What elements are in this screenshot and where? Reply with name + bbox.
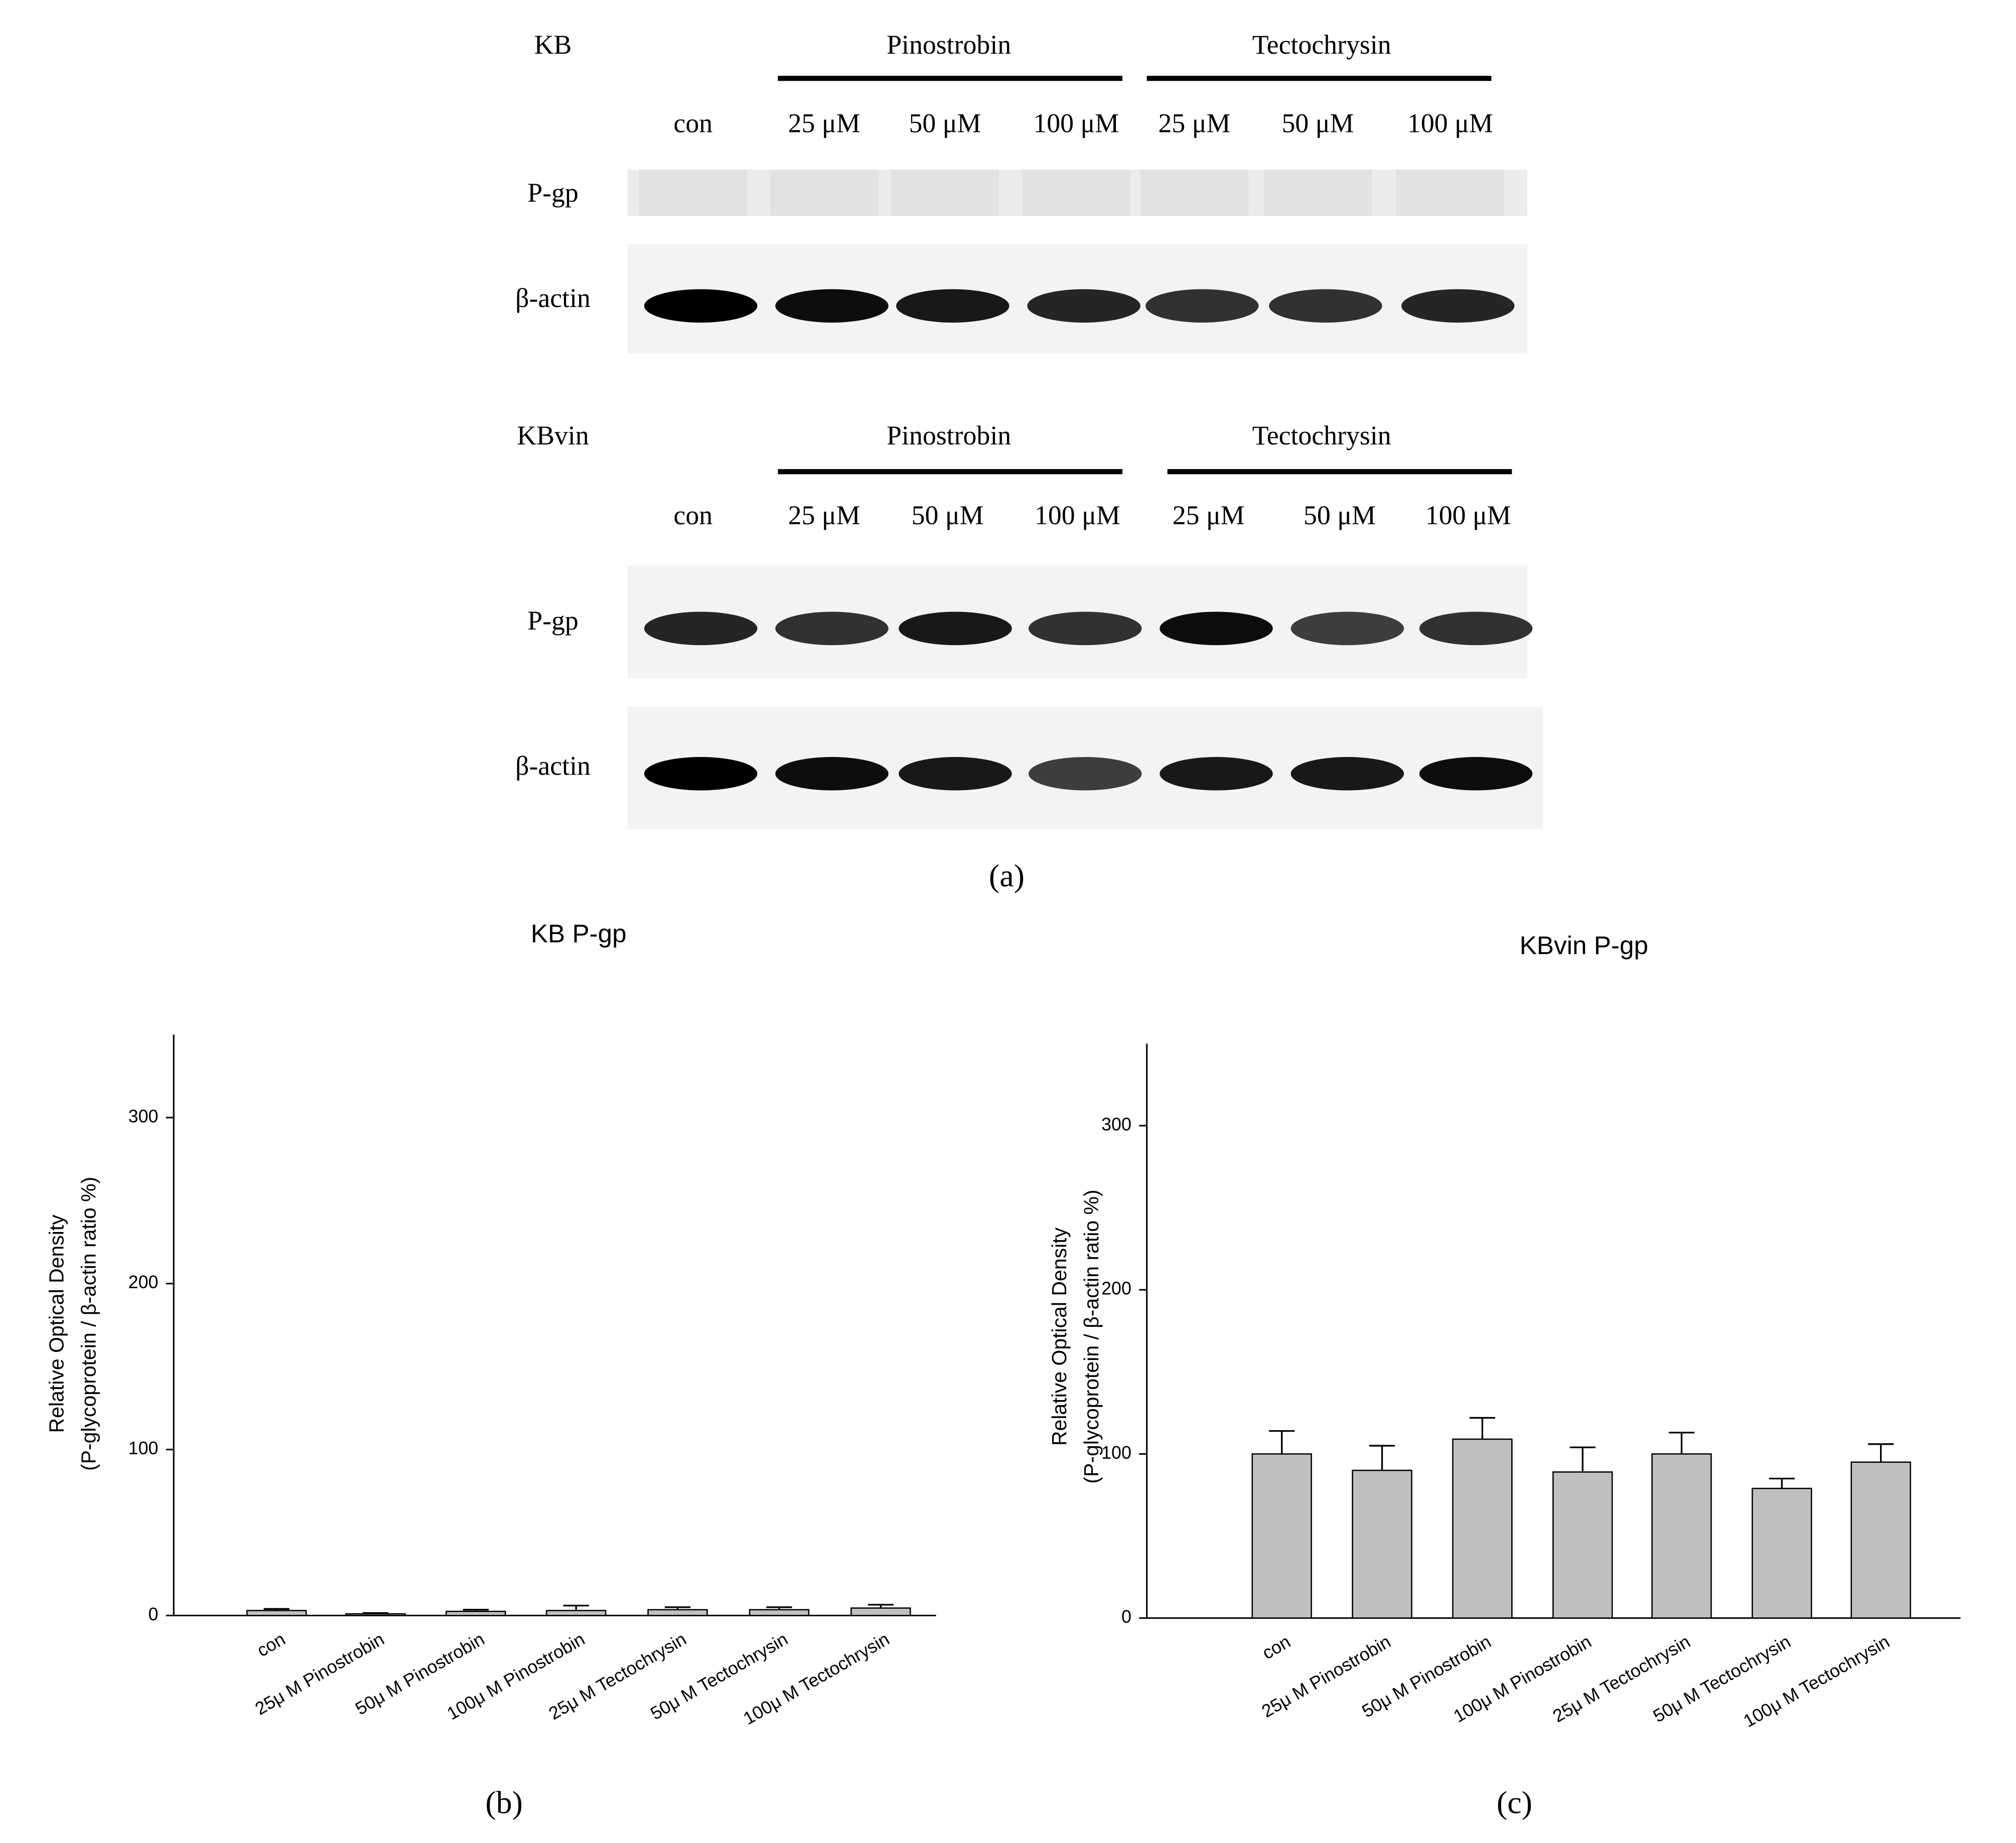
cell-line-label: KB [534, 30, 572, 60]
lane-label: 25 μM [788, 108, 860, 138]
band [896, 289, 1010, 323]
band [899, 611, 1012, 646]
y-tick-label: 0 [1121, 1607, 1131, 1627]
bar [446, 1610, 506, 1616]
bar [749, 1609, 810, 1616]
band [775, 757, 889, 791]
row-label: P-gp [527, 178, 579, 208]
chart-title: KB P-gp [531, 919, 627, 948]
band [1160, 757, 1273, 791]
band [644, 289, 758, 323]
panel-label: (c) [1497, 1784, 1532, 1820]
lane-label: 25 μM [1173, 500, 1245, 530]
row-label: β-actin [515, 283, 591, 313]
row-label: β-actin [515, 750, 591, 781]
band [1419, 757, 1533, 791]
y-tick-label: 100 [1101, 1443, 1131, 1463]
band [775, 289, 889, 323]
lane-label: con [673, 108, 712, 138]
band [1160, 611, 1273, 646]
lane-label: 100 μM [1033, 108, 1119, 138]
bar [345, 1613, 406, 1616]
bar [1651, 1453, 1712, 1619]
lane-label: con [673, 500, 712, 530]
band [1396, 170, 1504, 216]
lane-label: 50 μM [909, 108, 981, 138]
y-tick-label: 300 [1101, 1114, 1131, 1134]
band [1027, 289, 1140, 323]
y-axis-label: (P-glycoprotein / β-actin ratio %) [1080, 1189, 1103, 1483]
band [891, 170, 999, 216]
bar [1552, 1471, 1613, 1619]
band [899, 757, 1012, 791]
group-label: Pinostrobin [887, 420, 1011, 450]
band [1028, 611, 1142, 646]
y-tick-label: 0 [149, 1604, 159, 1624]
band [1022, 170, 1130, 216]
lane-label: 50 μM [1304, 500, 1376, 530]
band [770, 170, 879, 216]
panel-label: (a) [989, 858, 1025, 893]
lane-label: 100 μM [1425, 500, 1511, 530]
bar [1352, 1469, 1412, 1619]
band [775, 611, 889, 646]
lane-label: 25 μM [788, 500, 860, 530]
bar [1452, 1438, 1513, 1619]
x-tick-label: con [253, 1629, 289, 1661]
y-tick-label: 300 [128, 1106, 159, 1126]
band [1140, 170, 1249, 216]
band [1290, 757, 1404, 791]
lane-label: 50 μM [1281, 108, 1354, 138]
y-tick-label: 100 [128, 1438, 159, 1458]
band [1419, 611, 1533, 646]
group-label: Tectochrysin [1252, 420, 1391, 450]
lane-label: 50 μM [912, 500, 984, 530]
bar [1251, 1453, 1312, 1619]
band [1145, 289, 1259, 323]
bar [545, 1610, 607, 1616]
cell-line-label: KBvin [517, 420, 589, 450]
bar [850, 1607, 911, 1616]
lane-label: 100 μM [1035, 500, 1120, 530]
bar [246, 1610, 307, 1616]
band [1290, 611, 1404, 646]
bar [1752, 1487, 1812, 1619]
y-axis-label: Relative Optical Density [45, 1214, 68, 1433]
group-label: Tectochrysin [1252, 30, 1391, 60]
band [1028, 757, 1142, 791]
band [644, 757, 758, 791]
band [639, 170, 747, 216]
y-tick-label: 200 [1101, 1279, 1131, 1299]
band [1269, 289, 1382, 323]
lane-label: 25 μM [1159, 108, 1231, 138]
y-axis-label: Relative Optical Density [1048, 1227, 1071, 1446]
bar [1850, 1461, 1911, 1619]
panel-label: (b) [485, 1784, 523, 1820]
chart-title: KBvin P-gp [1520, 931, 1648, 960]
band [1401, 289, 1515, 323]
y-tick-label: 200 [128, 1272, 159, 1292]
lane-label: 100 μM [1407, 108, 1493, 138]
band [1263, 170, 1372, 216]
group-label: Pinostrobin [887, 30, 1011, 60]
band [644, 611, 758, 646]
y-axis-label: (P-glycoprotein / β-actin ratio %) [77, 1177, 100, 1471]
row-label: P-gp [527, 605, 579, 636]
bar [647, 1609, 708, 1616]
x-tick-label: con [1259, 1631, 1294, 1663]
